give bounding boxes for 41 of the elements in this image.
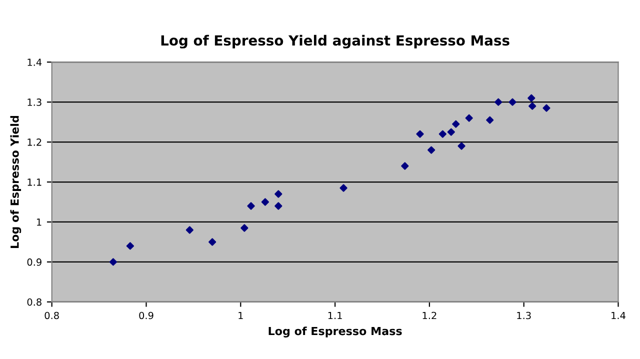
x-tick-label: 1 [238,312,243,320]
point [340,184,348,192]
point [438,130,446,138]
point [528,102,536,110]
point [416,130,424,138]
point [186,226,194,234]
point [465,114,473,122]
y-tick-label: 1.4 [28,58,42,66]
point [486,116,494,124]
point [126,242,134,250]
point [528,94,536,102]
point [274,190,282,198]
point [494,98,502,106]
x-tick-label: 1.2 [422,312,436,320]
point [447,128,455,136]
point [261,198,269,206]
y-tick-label: 1.2 [28,138,42,146]
point [508,98,516,106]
y-tick-label: 0.8 [27,298,42,306]
y-axis-title: Log of Espresso Yield [10,116,22,248]
chart-title: Log of Espresso Yield against Espresso Mass [161,34,510,48]
point [428,146,436,154]
point [452,120,460,128]
x-axis-title: Log of Espresso Mass [268,326,402,338]
point [240,224,248,232]
x-tick-label: 0.8 [44,312,59,320]
point [109,258,117,266]
y-tick-label: 1 [37,218,42,226]
y-tick-label: 1.1 [28,178,42,186]
point [208,238,216,246]
point [247,202,255,210]
point [542,104,550,112]
x-tick-label: 0.9 [139,312,154,320]
point [401,162,409,170]
x-tick-label: 1.1 [328,312,342,320]
x-tick-label: 1.4 [612,312,626,320]
y-tick-label: 1.3 [28,98,42,106]
point [274,202,282,210]
point [458,142,466,150]
x-tick-label: 1.3 [517,312,531,320]
y-tick-label: 0.9 [27,258,42,266]
